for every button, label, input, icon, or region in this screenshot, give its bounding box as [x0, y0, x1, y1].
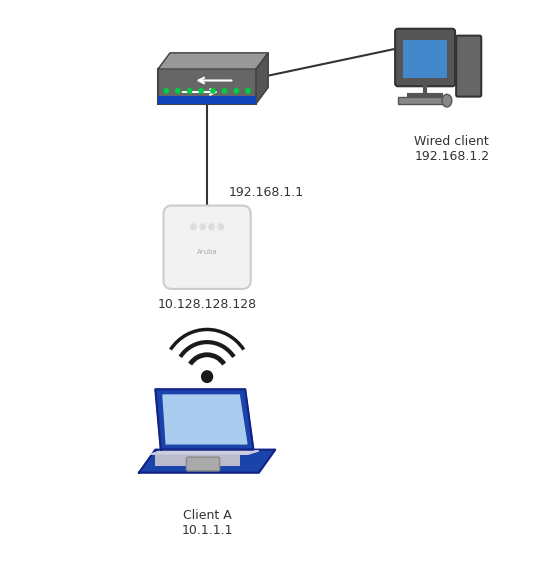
Polygon shape	[158, 53, 268, 69]
Circle shape	[209, 224, 214, 230]
Polygon shape	[139, 450, 275, 473]
Polygon shape	[150, 451, 259, 454]
Circle shape	[175, 89, 180, 93]
FancyBboxPatch shape	[164, 205, 251, 289]
Ellipse shape	[442, 94, 452, 107]
Text: 10.128.128.128: 10.128.128.128	[158, 298, 257, 311]
Polygon shape	[155, 389, 253, 450]
Circle shape	[202, 371, 213, 382]
Text: Wired client
192.168.1.2: Wired client 192.168.1.2	[414, 135, 489, 163]
Circle shape	[187, 89, 192, 93]
Circle shape	[218, 224, 223, 230]
Polygon shape	[163, 395, 247, 444]
FancyBboxPatch shape	[186, 457, 220, 471]
Circle shape	[211, 89, 215, 93]
Text: Aruba: Aruba	[197, 249, 217, 255]
Circle shape	[234, 89, 239, 93]
Bar	[403, 40, 447, 78]
Circle shape	[164, 89, 168, 93]
FancyBboxPatch shape	[395, 29, 455, 86]
Circle shape	[199, 89, 203, 93]
Circle shape	[191, 224, 196, 230]
Circle shape	[222, 89, 227, 93]
Text: Client A
10.1.1.1: Client A 10.1.1.1	[181, 509, 233, 537]
Bar	[398, 97, 447, 104]
Circle shape	[246, 89, 250, 93]
Polygon shape	[256, 53, 268, 104]
Bar	[155, 455, 240, 466]
Bar	[158, 69, 256, 104]
Bar	[158, 96, 256, 104]
FancyBboxPatch shape	[456, 36, 481, 97]
Text: 192.168.1.1: 192.168.1.1	[229, 186, 304, 199]
Circle shape	[200, 224, 205, 230]
